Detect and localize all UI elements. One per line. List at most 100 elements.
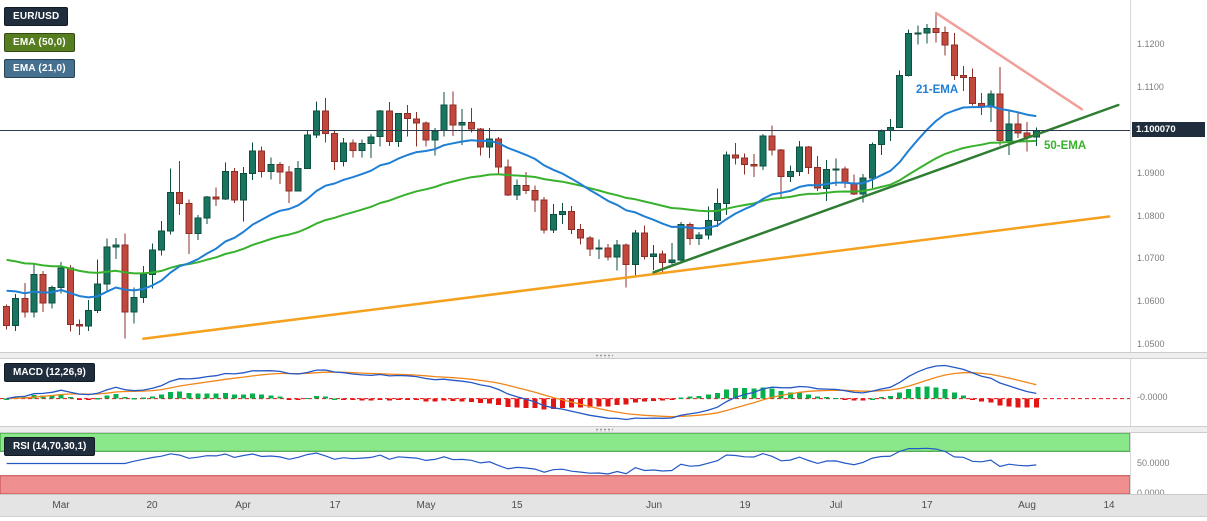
candle bbox=[568, 205, 576, 235]
candle bbox=[385, 102, 393, 147]
candle bbox=[723, 151, 730, 215]
candle bbox=[950, 33, 958, 81]
rsi-axis-label: 50.0000 bbox=[1137, 457, 1170, 468]
candle bbox=[513, 179, 521, 200]
candle bbox=[996, 66, 1004, 146]
panel-separator[interactable] bbox=[0, 352, 1207, 359]
candle bbox=[941, 26, 949, 56]
candle bbox=[595, 239, 603, 259]
candle bbox=[978, 93, 986, 115]
candle bbox=[932, 12, 940, 43]
candle bbox=[76, 319, 83, 335]
candle bbox=[431, 127, 439, 156]
candle bbox=[148, 243, 156, 289]
candle bbox=[394, 112, 402, 148]
candle bbox=[732, 143, 740, 165]
price-panel[interactable]: EUR/USD EMA (50,0) EMA (21,0) 21-EMA 50-… bbox=[0, 0, 1130, 352]
candle bbox=[631, 230, 639, 276]
candle bbox=[713, 188, 721, 228]
time-axis-label: Jun bbox=[645, 500, 663, 511]
time-axis-label: 15 bbox=[511, 500, 523, 511]
trendline-ascending-support-long bbox=[142, 215, 1111, 340]
time-axis-label: 14 bbox=[1103, 500, 1115, 511]
macd-axis-value: -0.0000 bbox=[1137, 391, 1168, 402]
rsi-overbought-band bbox=[0, 433, 1130, 452]
candle bbox=[331, 130, 339, 170]
candle bbox=[531, 185, 539, 213]
ema50-annotation: 50-EMA bbox=[1044, 140, 1087, 152]
candle bbox=[650, 245, 658, 271]
candle bbox=[240, 166, 247, 222]
candle bbox=[3, 304, 11, 330]
candle bbox=[66, 265, 74, 332]
resize-grip-icon[interactable] bbox=[594, 354, 613, 358]
rsi-panel[interactable] bbox=[0, 433, 1130, 494]
candle bbox=[12, 294, 20, 331]
candle bbox=[340, 138, 348, 167]
candles-layer bbox=[3, 12, 1040, 339]
macd-line bbox=[6, 364, 1037, 421]
candle bbox=[577, 224, 585, 245]
candle bbox=[877, 129, 885, 155]
candle bbox=[896, 70, 904, 128]
price-axis-label: 1.1100 bbox=[1137, 81, 1164, 92]
candle bbox=[30, 263, 38, 318]
candle bbox=[795, 141, 803, 176]
time-axis[interactable]: Mar 20 Apr 17 May 15 Jun 19 Jul 17 Aug 14 bbox=[0, 494, 1207, 517]
candle bbox=[486, 127, 493, 159]
price-axis-label: 1.0700 bbox=[1137, 253, 1165, 264]
candle bbox=[48, 285, 56, 309]
candle bbox=[558, 202, 566, 225]
macd-canvas[interactable] bbox=[0, 359, 1130, 426]
rsi-axis-label: 0.0000 bbox=[1137, 488, 1165, 498]
chart-legend: EUR/USD EMA (50,0) EMA (21,0) bbox=[4, 7, 75, 85]
candle bbox=[695, 232, 703, 246]
candle bbox=[85, 300, 93, 331]
price-axis-label: 1.1200 bbox=[1137, 39, 1165, 50]
candle bbox=[185, 199, 193, 254]
candle bbox=[440, 91, 448, 137]
candle bbox=[422, 121, 430, 147]
candle bbox=[777, 149, 785, 198]
candle bbox=[750, 153, 758, 178]
candle bbox=[130, 287, 138, 324]
candle bbox=[94, 259, 102, 313]
candle bbox=[841, 166, 849, 189]
candle bbox=[449, 91, 457, 136]
candle bbox=[668, 243, 676, 265]
panel-separator[interactable] bbox=[0, 426, 1207, 433]
macd-indicator-label: MACD (12,26,9) bbox=[4, 363, 95, 382]
ema21-annotation: 21-EMA bbox=[916, 84, 959, 96]
candle bbox=[376, 109, 384, 147]
price-axis[interactable]: 1.100070 -0.0000 1.12001.11001.10001.090… bbox=[1130, 0, 1207, 498]
price-chart-canvas[interactable] bbox=[0, 0, 1130, 352]
time-axis-label: Apr bbox=[235, 500, 251, 511]
candle bbox=[458, 108, 466, 145]
candle bbox=[203, 195, 211, 224]
candle bbox=[312, 101, 320, 139]
candle bbox=[158, 221, 165, 256]
candle bbox=[823, 159, 831, 202]
candle bbox=[832, 158, 840, 187]
price-axis-label: 1.0600 bbox=[1137, 296, 1165, 307]
trendline-descending-resistance bbox=[934, 11, 1084, 111]
candle bbox=[167, 168, 175, 235]
candle bbox=[267, 157, 275, 180]
candle bbox=[613, 240, 621, 271]
candle bbox=[176, 160, 184, 216]
ema21-line bbox=[6, 104, 1037, 299]
candle bbox=[905, 29, 913, 77]
time-axis-label: 17 bbox=[921, 500, 933, 511]
candle bbox=[413, 111, 421, 147]
resize-grip-icon[interactable] bbox=[594, 428, 613, 432]
rsi-indicator-label: RSI (14,70,30,1) bbox=[4, 437, 96, 456]
candle bbox=[249, 142, 257, 181]
candle bbox=[476, 128, 484, 156]
candle bbox=[604, 244, 612, 261]
macd-panel[interactable] bbox=[0, 359, 1130, 426]
candle bbox=[959, 66, 967, 91]
candle bbox=[677, 222, 685, 262]
candle bbox=[404, 105, 411, 137]
time-axis-label: Aug bbox=[1018, 500, 1036, 511]
rsi-canvas[interactable] bbox=[0, 433, 1130, 494]
